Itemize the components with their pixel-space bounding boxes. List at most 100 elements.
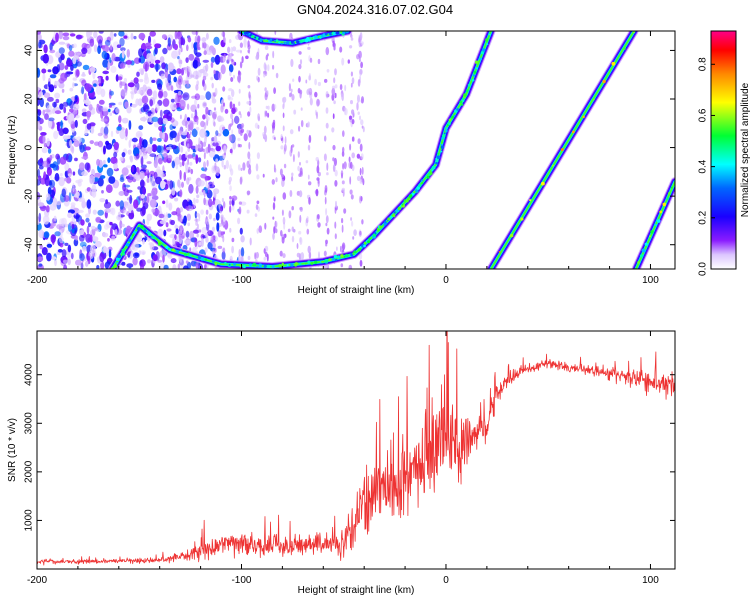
heatmap-speck (358, 79, 361, 87)
heatmap-speck (360, 168, 362, 175)
heatmap-speck (166, 199, 169, 208)
heatmap-speck (208, 187, 210, 193)
heatmap-curve-dot (459, 101, 462, 104)
heatmap-speck (162, 150, 167, 158)
heatmap-speck (68, 245, 71, 253)
heatmap-speck (272, 217, 274, 220)
heatmap-curve-dot (165, 246, 168, 249)
heatmap-curve-dot (302, 39, 305, 42)
heatmap-speck (43, 44, 47, 53)
heatmap-speck (136, 72, 140, 77)
heatmap-speck (73, 77, 77, 80)
heatmap-speck (102, 51, 108, 59)
heatmap-speck (124, 78, 127, 83)
heatmap-speck (266, 90, 268, 95)
heatmap-speck (120, 200, 124, 209)
heatmap-speck (48, 148, 51, 154)
heatmap-speck (109, 105, 112, 108)
heatmap-speck (75, 235, 78, 240)
heatmap-speck (316, 157, 319, 161)
heatmap-curve-dot (552, 165, 554, 167)
heatmap-speck (118, 212, 121, 220)
heatmap-curve-dot (233, 263, 236, 266)
heatmap-speck (188, 184, 193, 194)
heatmap-speck (195, 75, 198, 80)
heatmap-speck (212, 201, 215, 205)
snr-x-label: Height of straight line (km) (298, 585, 415, 596)
heatmap-speck (143, 103, 149, 112)
heatmap-speck (162, 255, 165, 263)
heatmap-curve-dot (437, 155, 441, 159)
heatmap-speck (231, 129, 233, 135)
heatmap-curve-dot (368, 238, 370, 240)
heatmap-speck (51, 256, 56, 260)
heatmap-curve-dot (481, 51, 484, 54)
heatmap-curve-dot (340, 254, 343, 257)
heatmap-speck (171, 258, 177, 263)
heatmap-speck (112, 53, 116, 61)
heatmap-speck (79, 144, 84, 152)
heatmap-curve-dot (140, 225, 144, 229)
heatmap-speck (201, 37, 206, 42)
heatmap-speck (84, 93, 87, 100)
heatmap-speck (341, 218, 343, 223)
heatmap-speck (78, 179, 83, 183)
heatmap-speck (75, 260, 82, 266)
heatmap-speck (211, 62, 214, 68)
heatmap-speck (90, 140, 94, 144)
heatmap-speck (89, 175, 95, 185)
heatmap-speck (223, 103, 225, 107)
heatmap-curve-dot (278, 41, 280, 43)
heatmap-speck (49, 180, 55, 188)
heatmap-curve-dot (265, 39, 267, 41)
heatmap-speck (42, 73, 45, 81)
heatmap-speck (128, 150, 132, 155)
heatmap-speck (359, 36, 362, 43)
heatmap-speck (142, 96, 149, 104)
heatmap-speck (163, 98, 170, 107)
heatmap-speck (53, 131, 58, 139)
heatmap-speck (44, 92, 50, 98)
heatmap-curve-dot (259, 263, 263, 267)
heatmap-speck (291, 89, 293, 93)
heatmap-speck (310, 98, 313, 106)
colorbar-gradient (711, 31, 736, 269)
heatmap-speck (188, 124, 191, 131)
heatmap-speck (69, 140, 72, 147)
x-tick-label: -200 (27, 575, 47, 586)
heatmap-speck (281, 134, 283, 138)
heatmap-speck (293, 110, 296, 115)
heatmap-curve-dot (307, 261, 310, 264)
heatmap-speck (360, 119, 363, 125)
heatmap-speck (180, 257, 182, 263)
heatmap-speck (143, 202, 149, 209)
heatmap-speck (182, 160, 185, 166)
heatmap-speck (325, 208, 327, 216)
heatmap-speck (200, 209, 204, 214)
heatmap-speck (42, 161, 49, 168)
heatmap-speck (238, 144, 240, 148)
heatmap-speck (40, 158, 44, 164)
heatmap-speck (50, 155, 53, 161)
heatmap-curve-dot (510, 234, 513, 237)
heatmap-speck (81, 48, 87, 54)
heatmap-speck (76, 35, 82, 40)
heatmap-speck (102, 247, 109, 253)
heatmap-speck (325, 223, 327, 227)
heatmap-curve-dot (296, 40, 299, 43)
heatmap-curve-dot (668, 192, 671, 195)
heatmap-speck (349, 45, 352, 48)
heatmap-speck (232, 205, 235, 211)
heatmap-speck (207, 160, 209, 167)
heatmap-speck (90, 244, 96, 253)
heatmap-speck (103, 164, 108, 167)
heatmap-curve-dot (254, 37, 256, 39)
heatmap-curve-dot (476, 67, 478, 69)
heatmap-speck (131, 92, 134, 100)
heatmap-speck (68, 154, 72, 162)
heatmap-speck (147, 259, 151, 263)
heatmap-speck (70, 65, 74, 71)
heatmap-curve-dot (157, 237, 159, 239)
heatmap-speck (162, 132, 165, 141)
heatmap-speck (37, 256, 43, 261)
